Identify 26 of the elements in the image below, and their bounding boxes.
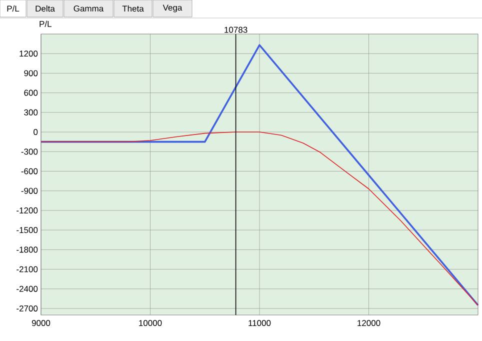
y-tick-label: -2400 — [16, 286, 38, 292]
text: P/L — [7, 5, 20, 12]
y-axis-title: P/L — [40, 20, 52, 27]
y-tick-label: -600 — [21, 168, 38, 174]
y-tick-label: -900 — [21, 188, 38, 194]
y-tick-label: -2700 — [16, 305, 38, 312]
x-tick-label: 12000 — [358, 320, 380, 326]
text: Gamma — [74, 5, 104, 12]
y-tick-label: -2100 — [16, 266, 38, 272]
line-series — [40, 132, 478, 306]
y-tick-label: 900 — [24, 70, 38, 76]
x-tick-label: 10000 — [139, 320, 162, 326]
y-tick-label: -1500 — [16, 227, 38, 234]
x-tick-label: 9000 — [32, 320, 50, 326]
y-tick-label: -1800 — [16, 246, 38, 253]
y-tick-label: 300 — [24, 109, 38, 116]
y-tick-label: 1200 — [20, 50, 38, 57]
y-tick-label: 600 — [24, 90, 38, 96]
text: Theta — [122, 5, 144, 12]
x-tick-label: 11000 — [248, 320, 271, 326]
y-tick-label: -1200 — [16, 207, 38, 214]
ref-line-label: 10783 — [224, 26, 248, 33]
text: Vega — [162, 4, 182, 12]
y-tick-label: 0 — [34, 129, 38, 136]
text: Delta — [36, 5, 55, 12]
y-tick-label: -300 — [21, 148, 38, 155]
